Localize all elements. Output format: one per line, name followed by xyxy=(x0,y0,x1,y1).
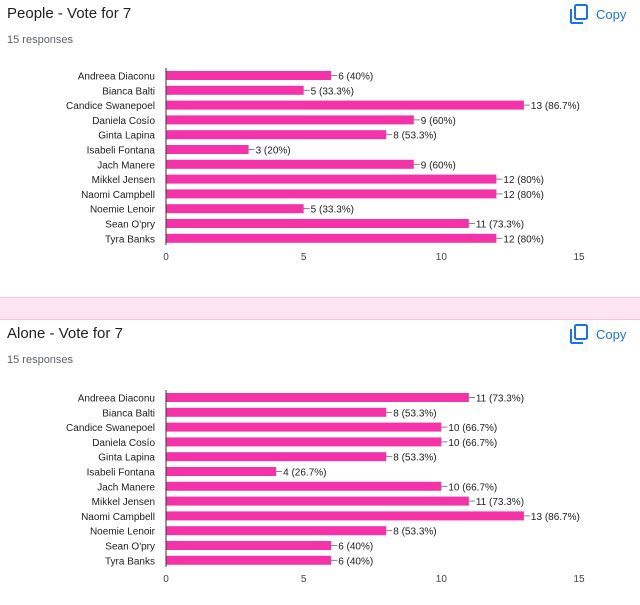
data-label: 12 (80%) xyxy=(503,234,544,245)
data-label: 10 (66.7%) xyxy=(448,482,497,493)
data-label: 13 (86.7%) xyxy=(531,101,580,112)
x-tick-label: 10 xyxy=(436,574,448,585)
data-label: 11 (73.3%) xyxy=(476,220,524,231)
bar xyxy=(166,481,442,491)
data-label: 12 (80%) xyxy=(503,175,544,186)
data-label: 5 (33.3%) xyxy=(311,205,354,216)
bar xyxy=(166,496,469,506)
bar xyxy=(166,219,469,228)
copy-button[interactable]: Copy xyxy=(570,324,626,344)
category-label: Jach Manere xyxy=(97,482,155,493)
bar xyxy=(166,452,387,462)
bar xyxy=(166,174,497,184)
category-label: Mikkel Jensen xyxy=(92,175,155,186)
bar xyxy=(166,393,469,402)
bar xyxy=(166,204,304,214)
category-label: Naomi Campbell xyxy=(81,190,155,201)
response-count: 15 responses xyxy=(7,354,74,366)
category-label: Candice Swanepoel xyxy=(66,423,155,434)
bar xyxy=(166,555,332,565)
bar-chart-people: Andreea Diaconu 6 (40%) Bianca Balti 5 (33.… xyxy=(66,68,585,263)
bar xyxy=(166,71,332,80)
data-label: 11 (73.3%) xyxy=(476,394,524,405)
bar xyxy=(166,541,332,550)
bar xyxy=(166,511,524,521)
category-label: Noemie Lenoir xyxy=(90,527,156,538)
x-tick-label: 5 xyxy=(301,574,307,585)
bar xyxy=(166,189,497,199)
data-label: 5 (33.3%) xyxy=(311,86,354,97)
bar xyxy=(166,407,387,417)
x-tick-label: 5 xyxy=(301,252,307,263)
category-label: Noemie Lenoir xyxy=(90,205,156,216)
category-label: Andreea Diaconu xyxy=(78,394,155,405)
section-divider xyxy=(0,297,640,320)
copy-button[interactable]: Copy xyxy=(570,4,626,24)
bar xyxy=(166,422,442,432)
category-label: Jach Manere xyxy=(97,160,155,171)
category-label: Ginta Lapina xyxy=(98,453,155,464)
data-label: 3 (20%) xyxy=(256,146,291,157)
data-label: 6 (40%) xyxy=(338,542,373,553)
data-label: 9 (60%) xyxy=(421,116,456,127)
x-tick-label: 0 xyxy=(163,252,169,263)
category-label: Sean O'pry xyxy=(105,220,155,231)
bar xyxy=(166,159,414,169)
copy-label: Copy xyxy=(596,6,627,22)
category-label: Isabeli Fontana xyxy=(87,146,156,157)
x-tick-label: 15 xyxy=(573,574,585,585)
data-label: 8 (53.3%) xyxy=(393,527,436,538)
data-label: 11 (73.3%) xyxy=(476,497,524,508)
x-tick-label: 0 xyxy=(163,574,169,585)
category-label: Bianca Balti xyxy=(102,86,155,97)
category-label: Mikkel Jensen xyxy=(92,497,155,508)
category-label: Candice Swanepoel xyxy=(66,101,155,112)
bar xyxy=(166,115,414,125)
data-label: 6 (40%) xyxy=(338,72,373,83)
data-label: 8 (53.3%) xyxy=(393,131,436,142)
bar xyxy=(166,233,497,243)
data-label: 13 (86.7%) xyxy=(531,512,580,523)
copy-icon xyxy=(570,324,588,344)
x-tick-label: 10 xyxy=(436,252,448,263)
category-label: Andreea Diaconu xyxy=(78,72,155,83)
bar xyxy=(166,130,387,140)
data-label: 9 (60%) xyxy=(421,160,456,171)
data-label: 6 (40%) xyxy=(338,556,373,567)
category-label: Ginta Lapina xyxy=(98,131,155,142)
data-label: 10 (66.7%) xyxy=(448,438,497,449)
bar xyxy=(166,100,524,110)
chart-card-people: People - Vote for 7 15 responses Copy An… xyxy=(0,0,640,297)
data-label: 10 (66.7%) xyxy=(448,423,497,434)
category-label: Daniela Cosío xyxy=(92,438,155,449)
category-label: Sean O'pry xyxy=(105,542,155,553)
category-label: Naomi Campbell xyxy=(81,512,155,523)
category-label: Isabeli Fontana xyxy=(87,468,156,479)
card-title: Alone - Vote for 7 xyxy=(7,325,123,342)
bar xyxy=(166,437,442,447)
bar xyxy=(166,145,249,154)
bar xyxy=(166,467,277,476)
bar xyxy=(166,526,387,536)
chart-card-alone: Alone - Vote for 7 15 responses Copy And… xyxy=(0,320,640,605)
bar-chart-alone: Andreea Diaconu 11 (73.3%) Bianca Balti 8 (… xyxy=(66,390,585,585)
copy-icon xyxy=(570,4,588,24)
data-label: 12 (80%) xyxy=(503,190,544,201)
data-label: 8 (53.3%) xyxy=(393,453,436,464)
card-title: People - Vote for 7 xyxy=(7,5,132,22)
bar xyxy=(166,85,304,95)
category-label: Bianca Balti xyxy=(102,408,155,419)
response-count: 15 responses xyxy=(7,34,74,46)
copy-label: Copy xyxy=(596,326,627,342)
data-label: 4 (26.7%) xyxy=(283,468,326,479)
data-label: 8 (53.3%) xyxy=(393,408,436,419)
x-tick-label: 15 xyxy=(573,252,585,263)
category-label: Tyra Banks xyxy=(105,556,155,567)
category-label: Tyra Banks xyxy=(105,234,155,245)
category-label: Daniela Cosío xyxy=(92,116,155,127)
